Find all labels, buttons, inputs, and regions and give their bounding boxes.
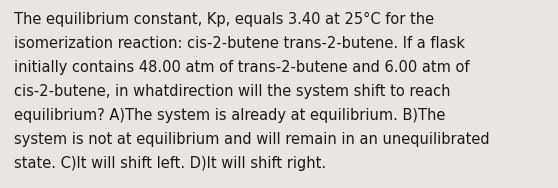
Text: equilibrium? A)The system is already at equilibrium. B)The: equilibrium? A)The system is already at … bbox=[14, 108, 445, 123]
Text: system is not at equilibrium and will remain in an unequilibrated: system is not at equilibrium and will re… bbox=[14, 132, 489, 147]
Text: initially contains 48.00 atm of trans-2-butene and 6.00 atm of: initially contains 48.00 atm of trans-2-… bbox=[14, 60, 469, 75]
Text: cis-2-butene, in whatdirection will the system shift to reach: cis-2-butene, in whatdirection will the … bbox=[14, 84, 450, 99]
Text: state. C)It will shift left. D)It will shift right.: state. C)It will shift left. D)It will s… bbox=[14, 156, 326, 171]
Text: The equilibrium constant, Kp, equals 3.40 at 25°C for the: The equilibrium constant, Kp, equals 3.4… bbox=[14, 12, 434, 27]
Text: isomerization reaction: cis-2-butene trans-2-butene. If a flask: isomerization reaction: cis-2-butene tra… bbox=[14, 36, 465, 51]
